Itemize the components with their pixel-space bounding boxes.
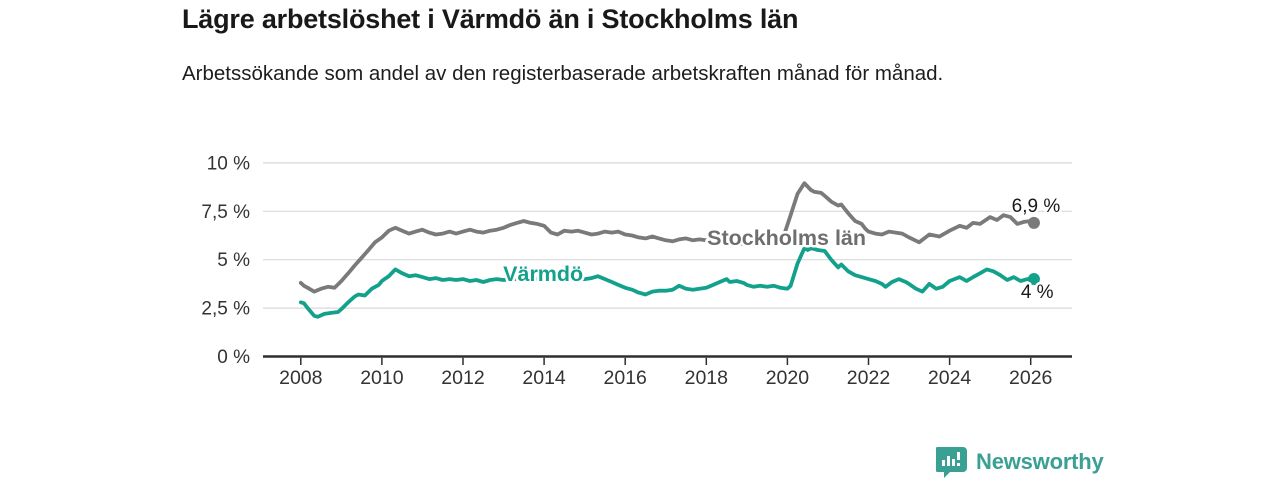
series-label-varmdo: Värmdö — [503, 262, 583, 286]
x-tick-label: 2020 — [766, 367, 810, 389]
newsworthy-logo: Newsworthy — [936, 445, 1104, 479]
x-tick-label: 2022 — [847, 367, 890, 389]
newsworthy-bar-chart-bubble-icon — [936, 446, 967, 479]
series-line-stockholm — [298, 181, 1036, 294]
x-tick-label: 2008 — [279, 367, 322, 389]
chart-title: Lägre arbetslöshet i Värmdö än i Stockho… — [182, 4, 799, 34]
series-line-varmdo — [298, 246, 1036, 319]
endpoint-annotation-stockholm: 6,9 % — [1012, 196, 1061, 217]
x-tick-label: 2012 — [441, 367, 484, 389]
y-tick-label: 2,5 % — [201, 299, 250, 320]
newsworthy-logo-text: Newsworthy — [976, 449, 1104, 474]
x-tick-label: 2026 — [1009, 367, 1052, 389]
chart-subtitle: Arbetssökande som andel av den registerb… — [182, 62, 944, 85]
y-tick-label: 0 % — [217, 347, 250, 368]
y-tick-label: 7,5 % — [201, 202, 250, 223]
y-tick-label: 10 % — [207, 153, 250, 174]
x-tick-label: 2016 — [604, 367, 647, 389]
endpoint-annotation-varmdo: 4 % — [1021, 282, 1054, 303]
x-tick-label: 2014 — [522, 367, 566, 389]
series-endpoint-dot-varmdo — [1027, 273, 1040, 286]
series-label-stockholm: Stockholms län — [707, 226, 866, 250]
x-tick-label: 2018 — [685, 367, 728, 389]
x-tick-label: 2010 — [360, 367, 404, 389]
y-tick-label: 5 % — [217, 250, 250, 271]
series-endpoint-dot-stockholm — [1027, 216, 1040, 229]
x-tick-label: 2024 — [928, 367, 972, 389]
